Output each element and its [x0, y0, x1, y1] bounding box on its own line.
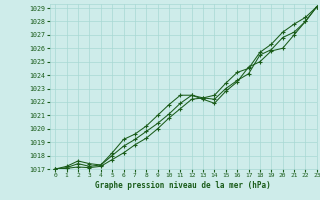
X-axis label: Graphe pression niveau de la mer (hPa): Graphe pression niveau de la mer (hPa)	[95, 181, 271, 190]
